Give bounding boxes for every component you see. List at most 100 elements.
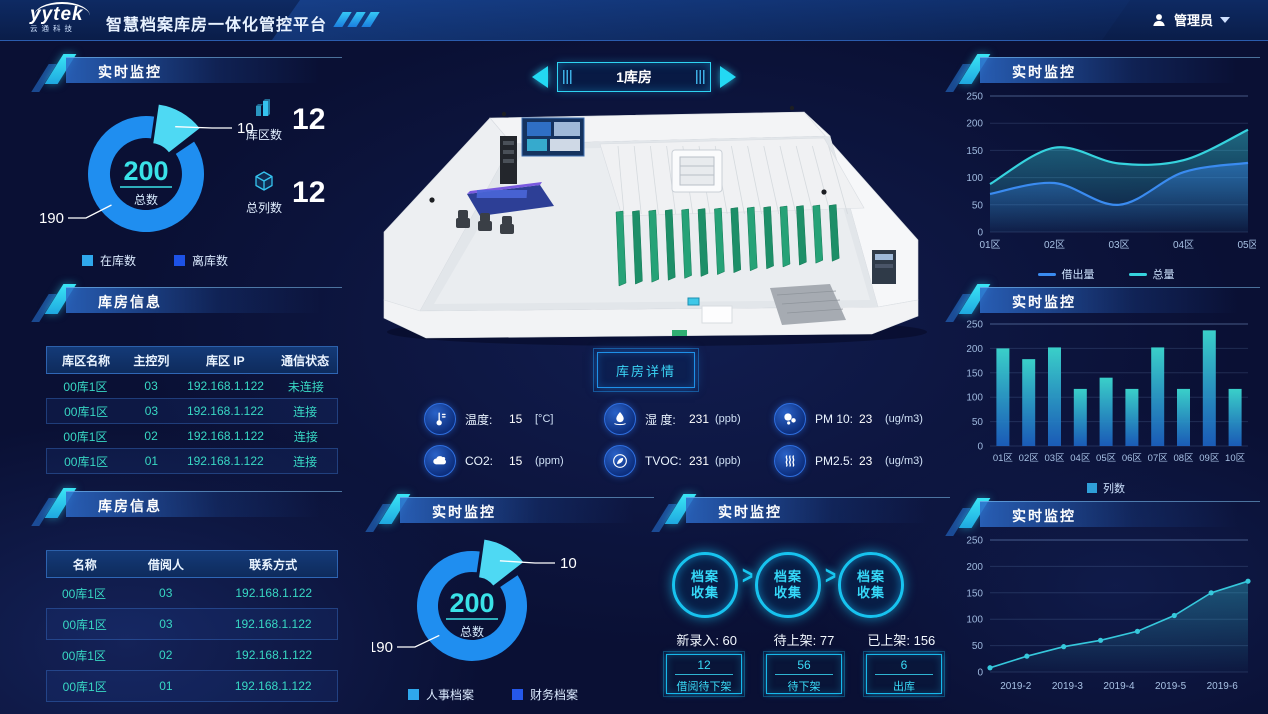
table-row: 00库1区 03 192.168.1.122 连接 [46,398,338,424]
header-bar [980,501,1260,527]
column-header: 主控列 [133,353,170,368]
legend-label: 在库数 [100,254,137,268]
borrow-info-table: 名称 借阅人 联系方式 00库1区 03 192.168.1.122 00库1区 03 192.… [46,550,338,702]
header-bar [400,497,654,523]
sensor-item: TVOC: 231 (ppb) [604,445,774,477]
svg-text:总数: 总数 [460,624,484,639]
header-bar [980,57,1260,83]
svg-text:200: 200 [123,156,168,186]
legend-item: 离库数 [174,252,228,269]
svg-text:02区: 02区 [1044,239,1065,251]
user-menu[interactable]: 管理员 [1151,10,1230,29]
flow-step-circle[interactable]: 档案 收集 [755,552,821,618]
stat-总列数: 总列数 12 [246,169,342,216]
flow-action-box[interactable]: 56 待下架 [763,651,845,697]
svg-text:01区: 01区 [993,453,1014,464]
stock-donut-chart: 10 190 200 总数 [39,104,254,233]
thermometer-icon [436,412,446,426]
chart-legend-item: 总量 [1128,266,1175,282]
warehouse-detail-button[interactable]: 库房详情 [593,348,699,392]
svg-text:50: 50 [972,200,984,211]
panel-header: 实时监控 [945,498,1260,536]
sensor-item: 湿 度: 231 (ppb) [604,403,774,435]
humidity-drop-icon [614,412,626,426]
legend-label: 人事档案 [426,688,475,702]
stat-label: 库区数 [246,128,283,142]
header-bar [980,287,1260,313]
pm10-icon [784,413,796,425]
column-header: 通信状态 [281,353,330,368]
flow-step-line2: 收集 [856,585,885,600]
prev-warehouse-arrow[interactable] [532,66,548,88]
sensor-label: 湿 度: [645,412,676,427]
warehouse-bars-icon [256,99,270,116]
table-row: 00库1区 02 192.168.1.122 连接 [46,424,338,448]
svg-text:200: 200 [966,119,983,130]
header-bar [686,497,950,523]
next-warehouse-arrow[interactable] [720,66,736,88]
panel-zone-info: 库房信息 库区名称 主控列 库区 IP 通信状态 00库1区 03 192.168.1.12… [31,284,342,486]
legend-label: 借出量 [1061,269,1095,281]
svg-text:0: 0 [977,668,983,679]
svg-text:06区: 06区 [1122,453,1143,464]
legend-swatch [1087,483,1097,493]
warehouse-3d-view[interactable] [372,92,932,350]
table-cell: 192.168.1.122 [186,404,264,418]
warehouse-select-box[interactable]: 1库房 [557,62,711,92]
legend-swatch [512,689,524,700]
table-row: 00库1区 01 192.168.1.122 [46,670,338,702]
flow-box-label: 待下架 [787,681,821,693]
svg-text:总数: 总数 [134,192,158,207]
svg-text:10区: 10区 [1225,453,1246,464]
chart-legend-item: 列数 [1087,480,1125,496]
table-cell: 03 [159,586,173,600]
table-cell: 192.168.1.122 [234,679,312,693]
flow-box-value: 6 [875,658,933,675]
table-cell: 连接 [293,429,318,444]
stat-value: 12 [292,102,326,136]
sensor-icon-circle [774,445,806,477]
svg-text:09区: 09区 [1199,453,1220,464]
flow-action-box[interactable]: 12 借阅待下架 [663,651,745,697]
panel-zone-borrow-chart: 实时监控 0 50 100 150 200 250 01区 02区 03区 04区 05区 借出量 总… [945,54,1260,284]
panel-title: 实时监控 [1012,294,1076,310]
table-cell: 00库1区 [62,679,107,694]
table-cell: 00库1区 [61,648,106,663]
flow-steps: 档案 收集 > 档案 收集 > 档案 收集 [658,544,950,628]
svg-text:190: 190 [39,210,64,227]
user-name: 管理员 [1173,13,1213,28]
svg-text:04区: 04区 [1070,453,1091,464]
sensor-item: 温度: 15 [°C] [424,403,604,435]
sensor-value: 23 [859,412,873,426]
svg-text:2019-2: 2019-2 [1000,681,1032,692]
flow-step-circle[interactable]: 档案 收集 [838,552,904,618]
svg-text:200: 200 [449,588,494,618]
user-icon [1153,13,1165,26]
svg-text:0: 0 [977,442,983,453]
chart-legend: 借出量 总量 [952,266,1260,282]
chart-legend: 列数 [952,480,1260,496]
svg-text:250: 250 [966,92,983,103]
panel-header: 实时监控 [945,284,1260,322]
svg-text:150: 150 [966,588,983,599]
sensor-unit: (ppm) [535,455,564,467]
sensor-label: CO2: [465,454,494,468]
legend-label: 财务档案 [530,688,579,702]
panel-title: 实时监控 [1012,508,1076,524]
sensor-value: 15 [509,454,523,468]
flow-step-circle[interactable]: 档案 收集 [672,552,738,618]
svg-text:50: 50 [972,417,984,428]
table-cell: 02 [144,429,158,443]
svg-text:05区: 05区 [1096,453,1117,464]
svg-text:07区: 07区 [1148,453,1169,464]
panel-title: 实时监控 [718,504,782,520]
pm25-icon [785,455,795,467]
legend-item: 在库数 [82,252,136,269]
svg-text:10: 10 [237,120,254,137]
brand-logo: yytek 云通科技 [30,2,90,33]
panel-archive-types: 实时监控 10 190 200 总数 人事档案 财务档案 [365,494,654,710]
flow-step-line1: 档案 [856,568,885,584]
table-cell: 02 [159,648,173,662]
flow-action-box[interactable]: 6 出库 [863,651,945,697]
